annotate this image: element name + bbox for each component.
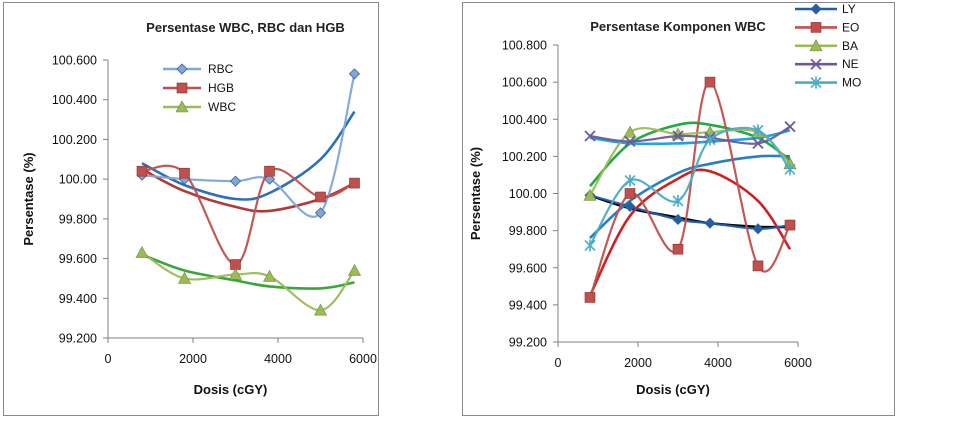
y-tick-label: 99.400 <box>59 292 97 306</box>
legend-marker-ba <box>809 39 823 52</box>
data-point-wbc <box>347 263 362 276</box>
y-axis-title: Persentase (%) <box>468 147 483 240</box>
y-tick-label: 100.200 <box>52 133 97 147</box>
y-tick-label: 100.600 <box>52 54 97 68</box>
data-point-ne <box>584 130 596 142</box>
data-point-mo <box>752 124 764 137</box>
y-axis-title: Persentase (%) <box>21 152 36 245</box>
legend-marker-ne <box>810 58 822 70</box>
y-tick-label: 100.600 <box>502 76 547 90</box>
data-point-eo <box>784 219 796 231</box>
data-point-eo <box>672 243 684 255</box>
y-tick-label: 99.800 <box>59 212 97 226</box>
data-point-eo <box>624 188 636 199</box>
y-tick-label: 99.600 <box>59 252 97 266</box>
x-tick-label: 6000 <box>349 352 377 366</box>
trend-line-mo <box>589 154 791 239</box>
x-tick-label: 2000 <box>624 356 652 370</box>
data-point-rbc <box>229 175 242 187</box>
legend-marker-eo <box>810 22 822 33</box>
data-point-mo <box>784 163 796 176</box>
data-point-ly <box>672 213 684 226</box>
data-point-ne <box>752 137 764 150</box>
data-point-mo <box>672 194 684 207</box>
chart-frame <box>462 2 895 416</box>
data-point-wbc <box>177 271 192 284</box>
legend-marker-rbc <box>176 63 188 75</box>
data-point-hgb <box>315 191 326 203</box>
legend-label-ba: BA <box>842 39 858 53</box>
legend-marker-hgb <box>176 82 188 94</box>
chart-title: Persentase WBC, RBC dan HGB <box>146 20 345 35</box>
data-point-mo <box>624 174 636 187</box>
data-point-hgb <box>136 165 148 177</box>
data-point-ne <box>672 130 684 142</box>
y-tick-label: 99.600 <box>509 261 547 275</box>
legend-marker-ly <box>810 3 822 15</box>
data-point-ba <box>623 125 637 138</box>
trend-line-rbc <box>141 110 356 201</box>
chart-frame <box>3 2 379 416</box>
x-axis-title: Dosis (cGY) <box>194 382 268 397</box>
y-tick-label: 100.400 <box>52 93 97 107</box>
y-tick-label: 99.800 <box>509 224 547 238</box>
data-point-wbc <box>228 267 243 280</box>
data-point-ne <box>624 135 636 148</box>
data-point-eo <box>584 292 596 303</box>
legend-label-ly: LY <box>842 2 856 16</box>
data-point-ne <box>784 121 796 133</box>
legend-label-ne: NE <box>842 57 859 71</box>
y-tick-label: 99.200 <box>59 332 97 346</box>
x-axis-title: Dosis (cGY) <box>636 382 710 397</box>
data-point-ly <box>624 200 636 213</box>
x-tick-label: 6000 <box>784 356 812 370</box>
data-point-hgb <box>179 167 190 179</box>
legend-marker-wbc <box>175 100 189 113</box>
legend-label-mo: MO <box>842 76 861 90</box>
y-tick-label: 100.200 <box>502 150 547 164</box>
series-line-ne <box>589 125 791 145</box>
legend: LY EO BA NE MO <box>795 2 861 90</box>
data-point-eo <box>752 260 764 272</box>
legend-label-eo: EO <box>842 20 859 34</box>
y-tick-label: 100.00 <box>59 173 97 187</box>
trend-line-wbc <box>141 253 355 290</box>
chart-komponen-wbc: Persentase Komponen WBC 99.200 99.400 99.60… <box>462 2 895 416</box>
x-tick-label: 2000 <box>179 352 207 366</box>
data-point-eo <box>704 76 716 88</box>
legend-marker-mo <box>810 76 822 89</box>
x-tick-label: 0 <box>555 356 562 370</box>
y-tick-label: 100.400 <box>502 113 547 127</box>
legend-label-hgb: HGB <box>208 81 234 95</box>
x-tick-label: 4000 <box>704 356 732 370</box>
data-point-rbc <box>314 207 327 219</box>
legend: RBC HGB WBC <box>163 62 236 114</box>
data-point-ba <box>583 188 597 201</box>
data-point-mo <box>704 133 716 146</box>
data-point-mo <box>584 239 596 252</box>
data-point-rbc <box>348 68 361 80</box>
y-tick-label: 100.00 <box>509 187 547 201</box>
data-point-hgb <box>349 177 360 189</box>
data-point-wbc <box>313 303 328 316</box>
x-tick-label: 4000 <box>264 352 292 366</box>
legend-label-rbc: RBC <box>208 62 234 76</box>
trend-line-eo <box>588 168 792 297</box>
data-point-wbc <box>262 269 277 282</box>
data-point-hgb <box>264 165 275 177</box>
data-point-wbc <box>135 245 149 258</box>
data-point-ly <box>752 223 764 235</box>
data-point-ly <box>704 217 716 229</box>
y-tick-label: 100.800 <box>502 39 547 53</box>
chart-title: Persentase Komponen WBC <box>590 19 766 34</box>
y-tick-label: 99.200 <box>509 336 547 350</box>
chart-wbc-rbc-hgb: Persentase WBC, RBC dan HGB 99.200 99.400 9… <box>3 2 379 416</box>
y-tick-label: 99.400 <box>509 298 547 312</box>
legend-label-wbc: WBC <box>208 100 236 114</box>
x-tick-label: 0 <box>105 352 112 366</box>
